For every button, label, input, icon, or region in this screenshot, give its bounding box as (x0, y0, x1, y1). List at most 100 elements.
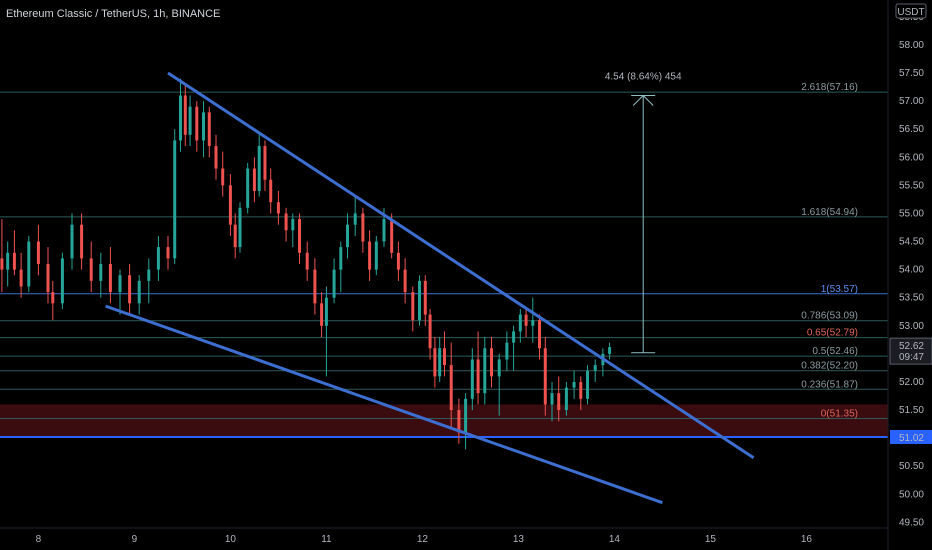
candle-body (221, 168, 225, 186)
measure-label: 4.54 (8.64%) 454 (605, 71, 682, 82)
candle-body (202, 112, 206, 141)
candle-body (36, 241, 40, 264)
candle-body (449, 365, 453, 411)
candle-body (374, 241, 378, 270)
countdown-text: 09:47 (899, 352, 924, 363)
candle-body (80, 224, 84, 259)
candle-body (313, 269, 317, 304)
support-price-text: 51.02 (899, 433, 924, 444)
current-price-badge (889, 337, 932, 365)
candle-body (433, 348, 437, 377)
candle-body (233, 224, 237, 248)
candle-body (320, 303, 324, 326)
candle-body (183, 95, 187, 135)
y-tick-label: 54.50 (899, 237, 924, 248)
candle-body (564, 387, 568, 411)
price-axis-panel[interactable] (888, 0, 932, 550)
candle-body (346, 224, 350, 248)
candle-body (572, 381, 576, 388)
y-tick-label: 51.50 (899, 405, 924, 416)
fib-level-label: 0.786(53.09) (801, 311, 858, 322)
candle-body (403, 269, 407, 293)
candle-body (586, 370, 590, 399)
chart-title: Ethereum Classic / TetherUS, 1h, BINANCE (6, 8, 221, 20)
y-tick-label: 57.50 (899, 68, 924, 79)
candle-body (464, 398, 468, 433)
candle-body (368, 241, 372, 270)
candle-body (214, 146, 218, 169)
candle-body (305, 252, 309, 270)
candle-body (298, 219, 302, 253)
candle-body (269, 179, 273, 203)
candle-body (246, 168, 250, 208)
x-tick-label: 9 (132, 534, 138, 545)
candle-body (524, 314, 528, 326)
currency-label: USDT (897, 7, 924, 18)
trendline[interactable] (105, 304, 663, 505)
current-price-text: 52.62 (899, 341, 924, 352)
candle-body (557, 393, 561, 411)
candle-body (538, 320, 542, 349)
fib-level-label: 1.618(54.94) (801, 207, 858, 218)
candle-body (593, 365, 597, 371)
x-tick-label: 13 (513, 534, 525, 545)
y-tick-label: 57.00 (899, 96, 924, 107)
candle-body (19, 269, 23, 287)
candle-body (390, 219, 394, 253)
candle-body (12, 252, 16, 270)
candle-body (411, 292, 415, 321)
candle-body (291, 219, 295, 231)
candle-body (396, 252, 400, 270)
x-tick-label: 8 (36, 534, 42, 545)
candle-body (51, 292, 55, 304)
candle-body (457, 410, 461, 433)
candle-body (428, 314, 432, 349)
candle-body (263, 146, 267, 180)
y-tick-label: 52.00 (899, 377, 924, 388)
candle-body (518, 314, 522, 332)
time-axis: 8 9 10 11 12 13 14 15 16 (36, 534, 813, 545)
candle-body (89, 258, 93, 281)
fib-level-label: 0.65(52.79) (807, 328, 858, 339)
x-tick-label: 11 (321, 534, 332, 545)
candle-body (108, 264, 112, 293)
x-tick-label: 10 (225, 534, 237, 545)
candle-body (252, 168, 256, 191)
y-tick-label: 56.00 (899, 152, 924, 163)
red-zone (0, 404, 888, 439)
candle-body (128, 275, 132, 304)
measure-layer: 4.54 (8.64%) 454 (605, 71, 682, 354)
currency-badge[interactable] (895, 3, 927, 19)
fib-level-label: 2.618(57.16) (801, 82, 858, 93)
candle-body (476, 359, 480, 394)
candle-body (118, 275, 122, 293)
x-tick-label: 12 (417, 534, 429, 545)
candle-body (195, 106, 199, 141)
y-tick-label: 55.00 (899, 208, 924, 219)
fib-level-label: 0.5(52.46) (812, 346, 858, 357)
candle-body (332, 269, 336, 298)
y-tick-label: 58.00 (899, 40, 924, 51)
candle-body (0, 258, 4, 270)
candle-body (276, 202, 280, 214)
candle-body (60, 258, 64, 304)
candle-body (339, 247, 343, 270)
candle-body (497, 359, 501, 377)
support-price-badge (890, 430, 932, 445)
candle-body (70, 224, 74, 259)
y-tick-label: 53.50 (899, 293, 924, 304)
candle-body (418, 280, 422, 321)
y-tick-label: 56.50 (899, 124, 924, 135)
x-tick-label: 15 (705, 534, 717, 545)
fib-level-label: 0.382(52.20) (801, 361, 858, 372)
candle-body (173, 140, 177, 259)
candle-body (423, 280, 427, 315)
candle-body (490, 348, 494, 377)
candle-body (228, 185, 232, 225)
fib-level-label: 1(53.57) (821, 284, 858, 295)
y-tick-label: 50.50 (899, 461, 924, 472)
trendline[interactable] (167, 71, 755, 460)
x-tick-label: 14 (609, 534, 621, 545)
candle-body (442, 348, 446, 366)
